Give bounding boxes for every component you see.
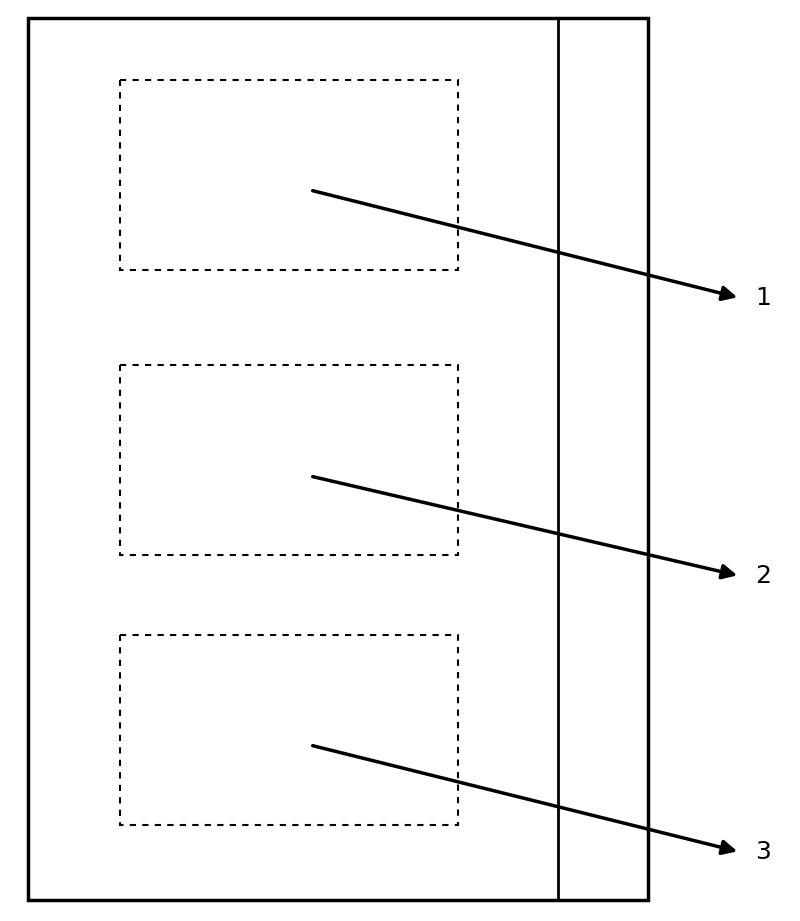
Bar (120, 80, 458, 270)
Text: 1: 1 (755, 286, 771, 310)
Bar (120, 635, 458, 825)
Bar (28, 18, 648, 900)
Text: 2: 2 (755, 564, 771, 588)
Text: 3: 3 (755, 840, 771, 864)
Bar (120, 365, 458, 555)
